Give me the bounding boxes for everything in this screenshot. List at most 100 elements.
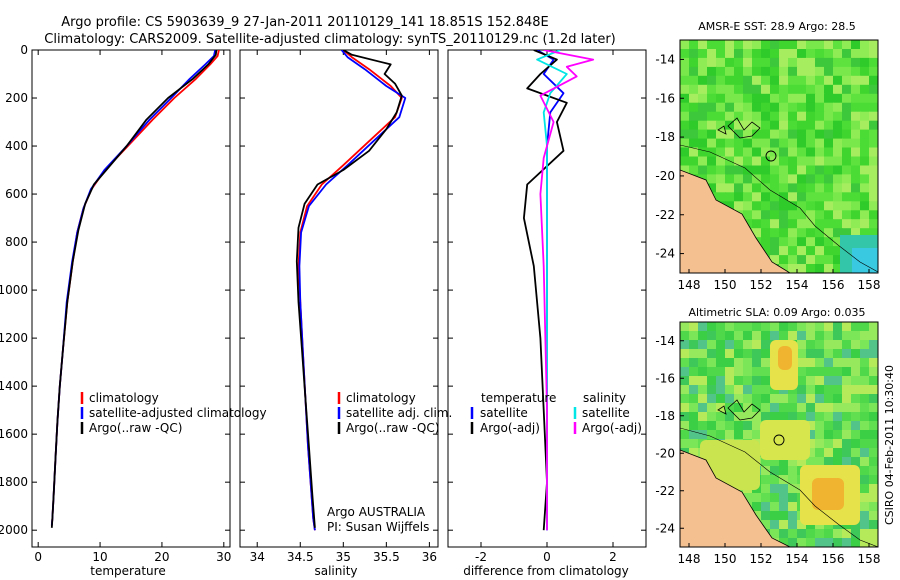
map-cell xyxy=(770,120,780,131)
map-cell xyxy=(860,174,870,184)
map-cell xyxy=(761,358,771,368)
map-cell xyxy=(869,156,878,167)
map-cell xyxy=(852,248,878,273)
map-cell xyxy=(851,120,861,131)
map-cell xyxy=(788,466,798,476)
map-cell xyxy=(743,394,753,404)
map-cell xyxy=(761,322,771,332)
map-cell xyxy=(788,138,798,149)
map-cell xyxy=(770,192,780,202)
map-cell xyxy=(716,376,726,386)
pi-annotation: PI: Susan Wijffels xyxy=(327,520,429,534)
map-cell xyxy=(797,165,807,176)
map-cell xyxy=(860,93,870,104)
map-cell xyxy=(725,183,735,193)
map-cell xyxy=(860,529,870,539)
map-cell xyxy=(869,412,878,422)
map-cell xyxy=(734,57,744,68)
map-cell xyxy=(734,129,744,140)
map-cell xyxy=(725,349,735,359)
map-cell xyxy=(788,322,798,332)
map-cell xyxy=(707,129,717,140)
map-cell xyxy=(851,367,861,377)
map-cell xyxy=(797,376,807,386)
map-y-tick-label: -20 xyxy=(655,169,675,183)
map-cell xyxy=(842,49,852,59)
map-cell xyxy=(778,346,792,370)
map-cell xyxy=(815,49,825,59)
map-cell xyxy=(707,174,717,184)
map-cell xyxy=(761,385,771,395)
map-cell xyxy=(680,57,690,68)
legend-heading-temperature: temperature xyxy=(481,391,556,405)
map-cell xyxy=(689,322,699,332)
map-cell xyxy=(788,457,798,467)
sst-land xyxy=(680,170,790,273)
map-cell xyxy=(788,538,798,547)
map-cell xyxy=(761,138,771,149)
map-cell xyxy=(824,40,834,50)
map-cell xyxy=(833,331,843,341)
map-cell xyxy=(689,57,699,68)
map-cell xyxy=(761,57,771,68)
map-cell xyxy=(725,40,735,50)
map-cell xyxy=(716,165,726,176)
map-cell xyxy=(734,93,744,104)
map-cell xyxy=(734,201,744,211)
map-cell xyxy=(734,192,744,202)
map-cell xyxy=(851,165,861,176)
map-cell xyxy=(689,403,699,413)
map-cell xyxy=(833,210,843,220)
map-cell xyxy=(761,520,771,530)
map-cell xyxy=(806,49,816,59)
map-cell xyxy=(698,376,708,386)
y-tick-label: 200 xyxy=(5,91,28,105)
map-cell xyxy=(743,66,753,77)
map-cell xyxy=(716,111,726,122)
map-cell xyxy=(770,49,780,59)
map-cell xyxy=(788,502,798,512)
map-cell xyxy=(725,75,735,86)
map-cell xyxy=(869,165,878,176)
map-cell xyxy=(869,138,878,149)
map-cell xyxy=(815,367,825,377)
map-cell xyxy=(797,457,807,467)
map-cell xyxy=(734,138,744,149)
map-cell xyxy=(833,174,843,184)
map-cell xyxy=(761,475,771,485)
map-cell xyxy=(815,219,825,229)
map-cell xyxy=(743,210,753,220)
map-cell xyxy=(743,57,753,68)
difference-lines xyxy=(523,50,595,531)
map-cell xyxy=(752,75,762,86)
map-cell xyxy=(734,331,744,341)
map-cell xyxy=(689,349,699,359)
map-cell xyxy=(752,165,762,176)
map-cell xyxy=(860,349,870,359)
map-cell xyxy=(797,84,807,95)
map-cell xyxy=(725,129,735,140)
temperature-legend: climatology satellite-adjusted climatolo… xyxy=(80,391,267,435)
map-cell xyxy=(797,192,807,202)
map-cell xyxy=(707,394,717,404)
map-cell xyxy=(779,237,789,247)
map-cell xyxy=(680,403,690,413)
legend-label-temp-argo: Argo(-adj) xyxy=(480,421,540,435)
map-cell xyxy=(869,219,878,229)
map-cell xyxy=(770,237,780,247)
map-cell xyxy=(707,120,717,131)
map-y-tick-label: -18 xyxy=(655,409,675,423)
sla-reef xyxy=(717,405,727,415)
map-cell xyxy=(707,421,717,431)
map-cell xyxy=(842,192,852,202)
map-cell xyxy=(815,430,825,440)
map-cell xyxy=(851,75,861,86)
map-cell xyxy=(833,255,843,265)
map-cell xyxy=(725,138,735,149)
map-cell xyxy=(869,201,878,211)
map-cell xyxy=(869,457,878,467)
map-cell xyxy=(842,331,852,341)
map-cell xyxy=(842,439,852,449)
map-cell xyxy=(788,57,798,68)
map-cell xyxy=(806,439,816,449)
